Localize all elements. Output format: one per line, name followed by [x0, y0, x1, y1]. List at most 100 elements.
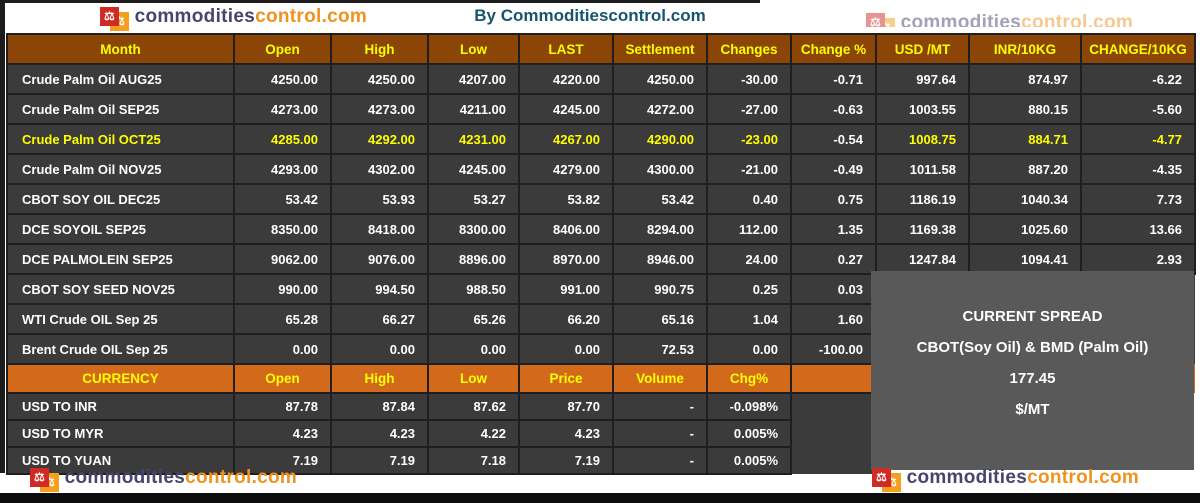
- changes-cell: 112.00: [706, 213, 792, 245]
- scales-icon: ⚖: [100, 7, 119, 27]
- scales-icon: ⚖: [866, 13, 885, 27]
- change-pct-cell: -0.54: [790, 123, 877, 155]
- low-cell: 4231.00: [427, 123, 520, 155]
- currency-pair-cell: USD TO YUAN: [6, 446, 235, 475]
- high-cell: 994.50: [330, 273, 429, 305]
- low-cell: 7.18: [427, 446, 520, 475]
- changes-cell: 0.40: [706, 183, 792, 215]
- low-cell: 4.22: [427, 419, 520, 448]
- column-header-inr-10kg: INR/10KG: [968, 33, 1082, 65]
- chg-pct-cell: 0.005%: [706, 419, 792, 448]
- month-cell: Crude Palm Oil AUG25: [6, 63, 235, 95]
- changes-cell: -21.00: [706, 153, 792, 185]
- month-cell: WTI Crude OIL Sep 25: [6, 303, 235, 335]
- empty-cell: [790, 393, 876, 420]
- changes-cell: 0.25: [706, 273, 792, 305]
- brand-text-orange: control.com: [255, 6, 368, 27]
- volume-cell: -: [612, 419, 708, 448]
- high-cell: 0.00: [330, 333, 429, 365]
- table-row: Crude Palm Oil NOV25 4293.00 4302.00 424…: [6, 153, 1196, 185]
- inr-10kg-cell: 1094.41: [968, 243, 1082, 275]
- column-header-usd-mt: USD /MT: [875, 33, 970, 65]
- changes-cell: -23.00: [706, 123, 792, 155]
- high-cell: 4.23: [330, 419, 429, 448]
- scales-icon: ⚖: [876, 18, 895, 27]
- brand-logo-top-left: ⚖⚖ commoditiescontrol.com: [88, 3, 380, 32]
- month-cell: CBOT SOY OIL DEC25: [6, 183, 235, 215]
- table-row: DCE PALMOLEIN SEP25 9062.00 9076.00 8896…: [6, 243, 1196, 275]
- month-cell: CBOT SOY SEED NOV25: [6, 273, 235, 305]
- inr-10kg-cell: 874.97: [968, 63, 1082, 95]
- month-cell: Crude Palm Oil NOV25: [6, 153, 235, 185]
- open-cell: 7.19: [233, 446, 332, 475]
- column-header-last: LAST: [518, 33, 614, 65]
- change-pct-cell: 1.35: [790, 213, 877, 245]
- month-cell: Crude Palm Oil OCT25: [6, 123, 235, 155]
- table-row: Crude Palm Oil SEP25 4273.00 4273.00 421…: [6, 93, 1196, 125]
- settlement-cell: 4272.00: [612, 93, 708, 125]
- change-pct-cell: -0.49: [790, 153, 877, 185]
- low-cell: 8896.00: [427, 243, 520, 275]
- current-spread-panel: CURRENT SPREAD CBOT(Soy Oil) & BMD (Palm…: [871, 271, 1194, 470]
- price-cell: 4.23: [518, 419, 614, 448]
- brand-text-dark: commodities: [900, 12, 1022, 27]
- low-cell: 4207.00: [427, 63, 520, 95]
- low-cell: 65.26: [427, 303, 520, 335]
- column-header-currency: CURRENCY: [6, 363, 235, 394]
- scales-icon: ⚖: [30, 468, 49, 488]
- usd-mt-cell: 1003.55: [875, 93, 970, 125]
- column-header-settlement: Settlement: [612, 33, 708, 65]
- page-title: By Commoditiescontrol.com: [474, 6, 706, 25]
- change-10kg-cell: -6.22: [1080, 63, 1196, 95]
- high-cell: 4292.00: [330, 123, 429, 155]
- changes-cell: -30.00: [706, 63, 792, 95]
- high-cell: 7.19: [330, 446, 429, 475]
- high-cell: 66.27: [330, 303, 429, 335]
- brand-text-orange: control.com: [1027, 467, 1140, 488]
- last-cell: 991.00: [518, 273, 614, 305]
- table-row-highlighted: Crude Palm Oil OCT25 4285.00 4292.00 423…: [6, 123, 1196, 155]
- low-cell: 8300.00: [427, 213, 520, 245]
- month-cell: Crude Palm Oil SEP25: [6, 93, 235, 125]
- usd-mt-cell: 1011.58: [875, 153, 970, 185]
- last-cell: 53.82: [518, 183, 614, 215]
- brand-logo-top-right-faded: ⚖⚖ commoditiescontrol.com: [866, 12, 1133, 27]
- open-cell: 4273.00: [233, 93, 332, 125]
- change-10kg-cell: 2.93: [1080, 243, 1196, 275]
- usd-mt-cell: 1169.38: [875, 213, 970, 245]
- high-cell: 87.84: [330, 392, 429, 421]
- column-header-change-10kg: CHANGE/10KG: [1080, 33, 1196, 65]
- change-10kg-cell: -4.35: [1080, 153, 1196, 185]
- table-row: Brent Crude OIL Sep 25 0.00 0.00 0.00 0.…: [6, 333, 1195, 365]
- usd-mt-cell: 1008.75: [875, 123, 970, 155]
- empty-header-cell: [790, 363, 877, 394]
- open-cell: 9062.00: [233, 243, 332, 275]
- high-cell: 9076.00: [330, 243, 429, 275]
- change-pct-cell: 0.03: [790, 273, 877, 305]
- open-cell: 990.00: [233, 273, 332, 305]
- settlement-cell: 65.16: [612, 303, 708, 335]
- changes-cell: -27.00: [706, 93, 792, 125]
- change-pct-cell: -100.00: [790, 333, 877, 365]
- scales-icon: ⚖: [872, 468, 891, 488]
- last-cell: 4220.00: [518, 63, 614, 95]
- open-cell: 4293.00: [233, 153, 332, 185]
- brand-text-dark: commodities: [134, 6, 256, 27]
- last-cell: 8406.00: [518, 213, 614, 245]
- open-cell: 8350.00: [233, 213, 332, 245]
- table-row: CBOT SOY OIL DEC25 53.42 53.93 53.27 53.…: [6, 183, 1196, 215]
- settlement-cell: 4290.00: [612, 123, 708, 155]
- column-header-change-pct: Change %: [790, 33, 877, 65]
- open-cell: 53.42: [233, 183, 332, 215]
- last-cell: 4267.00: [518, 123, 614, 155]
- bottom-black-bar: [0, 493, 1200, 503]
- column-header-high: High: [330, 33, 429, 65]
- last-cell: 0.00: [518, 333, 614, 365]
- brand-text-dark: commodities: [906, 467, 1028, 488]
- table-row: DCE SOYOIL SEP25 8350.00 8418.00 8300.00…: [6, 213, 1196, 245]
- column-header-changes: Changes: [706, 33, 792, 65]
- currency-row: USD TO YUAN 7.19 7.19 7.18 7.19 - 0.005%: [6, 446, 1195, 475]
- brand-logo-bottom-left: ⚖⚖ commoditiescontrol.com: [30, 467, 297, 493]
- settlement-cell: 72.53: [612, 333, 708, 365]
